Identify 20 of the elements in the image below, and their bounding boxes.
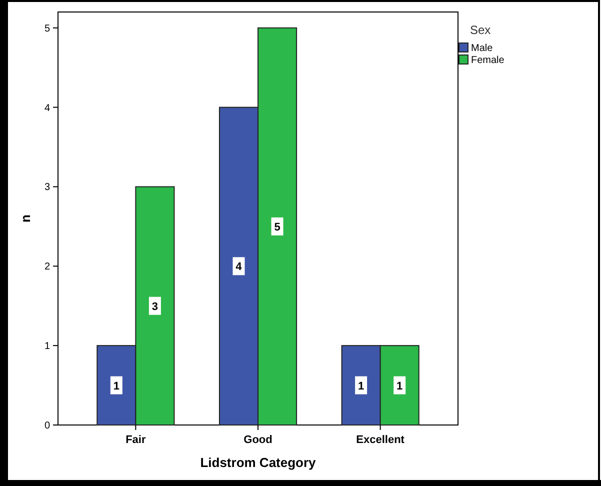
data-label: 1 [358, 380, 364, 392]
legend-label: Male [471, 43, 494, 54]
data-label: 1 [396, 380, 403, 392]
data-label: 4 [236, 261, 243, 274]
legend-label: Female [471, 55, 505, 66]
y-tick-label: 0 [44, 420, 50, 432]
y-tick-label: 1 [44, 341, 50, 352]
x-tick-label: Excellent [356, 434, 405, 446]
y-axis-title: n [18, 214, 33, 222]
legend-title: Sex [470, 23, 491, 37]
y-tick-label: 4 [44, 102, 50, 114]
y-tick-label: 3 [44, 182, 50, 194]
y-tick-label: 2 [44, 262, 50, 273]
x-tick-label: Fair [126, 434, 146, 446]
y-tick-label: 5 [44, 23, 50, 34]
x-axis-title: Lidstrom Category [200, 455, 317, 470]
x-tick-label: Good [244, 434, 272, 446]
data-label: 5 [274, 221, 280, 234]
data-label: 1 [113, 380, 120, 392]
data-label: 3 [152, 300, 158, 313]
